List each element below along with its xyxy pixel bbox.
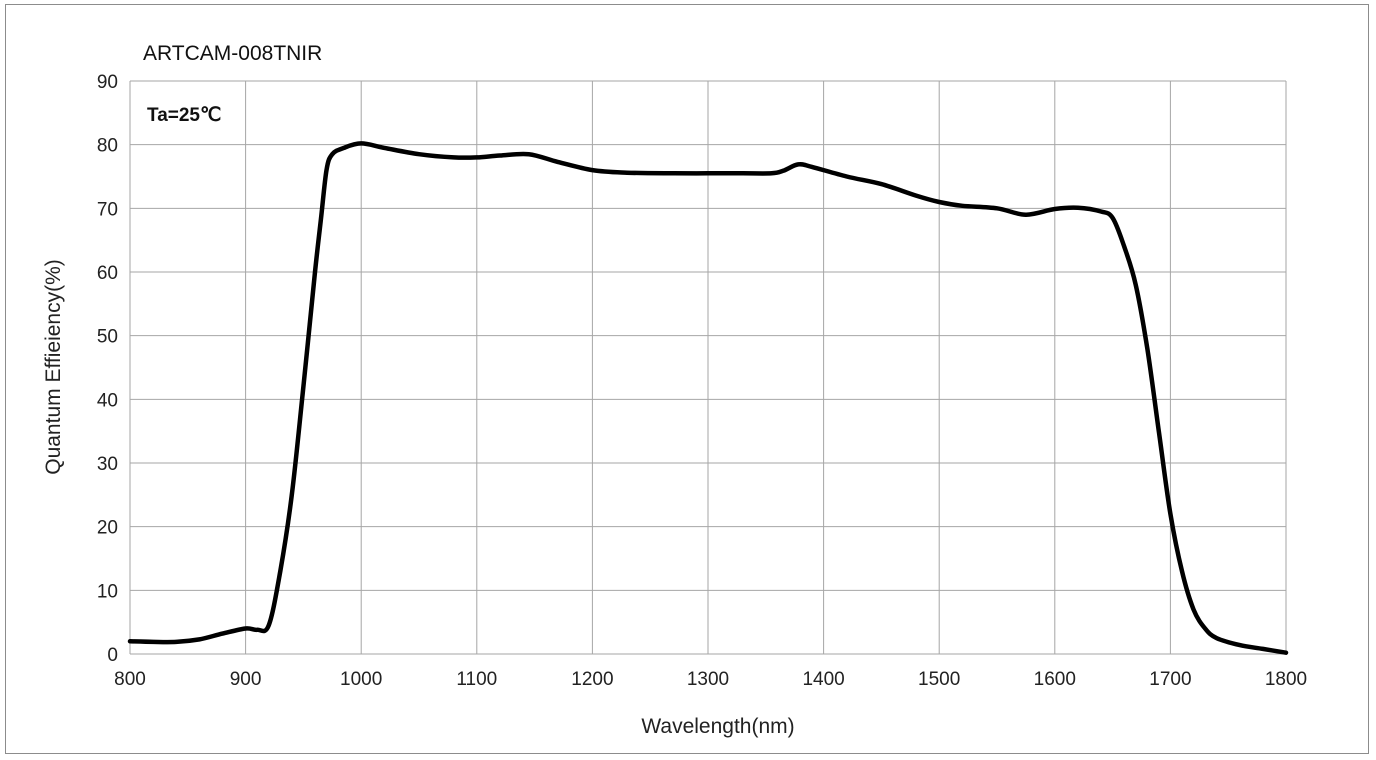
x-tick-label: 1400 (802, 669, 844, 690)
y-tick-label: 90 (97, 72, 118, 93)
y-tick-label: 40 (97, 390, 118, 411)
x-tick-label: 1200 (571, 669, 613, 690)
x-tick-label: 800 (114, 669, 146, 690)
quantum-efficiency-series-line (127, 141, 1289, 655)
y-tick-label: 0 (107, 645, 118, 666)
y-tick-label: 30 (97, 454, 118, 475)
x-tick-label: 1800 (1265, 669, 1307, 690)
y-tick-label: 80 (97, 136, 118, 157)
chart-title: ARTCAM-008TNIR (143, 42, 322, 65)
x-tick-label: 1300 (687, 669, 729, 690)
y-axis-title: Quantum Effieiency(%) (42, 259, 65, 475)
temperature-annotation: Ta=25℃ (147, 105, 221, 126)
tick-labels: 800 900 1000 1100 1200 1300 1400 1500 1600 1700 18… (97, 72, 1307, 690)
y-tick-label: 50 (97, 327, 118, 348)
x-tick-label: 900 (230, 669, 262, 690)
grid (129, 80, 1287, 655)
y-tick-label: 60 (97, 263, 118, 284)
y-tick-label: 70 (97, 199, 118, 220)
x-tick-label: 1500 (918, 669, 960, 690)
series-layer (127, 141, 1289, 655)
x-tick-label: 1100 (456, 669, 497, 690)
y-tick-label: 10 (97, 581, 118, 602)
x-axis-title: Wavelength(nm) (641, 715, 794, 738)
x-tick-label: 1600 (1034, 669, 1076, 690)
y-tick-label: 20 (97, 518, 118, 539)
x-tick-label: 1000 (340, 669, 382, 690)
x-tick-label: 1700 (1149, 669, 1191, 690)
